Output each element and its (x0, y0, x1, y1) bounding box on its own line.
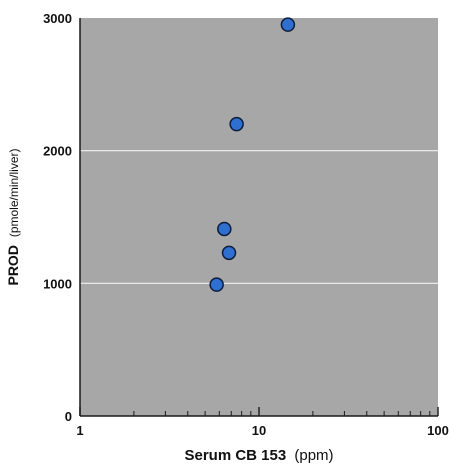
y-axis-title-unit: (pmole/min/liver) (7, 148, 21, 237)
data-point-1 (229, 116, 244, 132)
x-axis-title-main: Serum CB 153 (184, 447, 286, 464)
x-tick-label-0: 1 (76, 423, 83, 438)
y-tick-label-1: 1000 (43, 276, 72, 291)
y-tick-label-3: 3000 (43, 11, 72, 26)
y-axis-title-main: PROD (5, 245, 21, 285)
data-points (209, 17, 296, 292)
y-tick-label-2: 2000 (43, 144, 72, 159)
x-tick-labels: 1 10 100 (76, 423, 448, 438)
x-minor-ticks (79, 407, 439, 416)
data-point-2 (217, 221, 232, 237)
y-tick-labels: 0 1000 2000 3000 (43, 11, 72, 424)
x-axis-title-unit: (ppm) (294, 447, 333, 464)
data-point-4 (209, 277, 224, 292)
y-tick-label-0: 0 (65, 409, 72, 424)
y-axis-title: PROD (pmole/min/liver) (5, 148, 21, 285)
gridlines (80, 150, 438, 284)
data-point-0 (280, 17, 296, 32)
x-tick-label-1: 10 (252, 423, 266, 438)
x-tick-label-2: 100 (427, 423, 449, 438)
plot-area (80, 18, 438, 416)
data-point-3 (221, 245, 237, 261)
x-axis-title: Serum CB 153 (ppm) (184, 447, 333, 464)
